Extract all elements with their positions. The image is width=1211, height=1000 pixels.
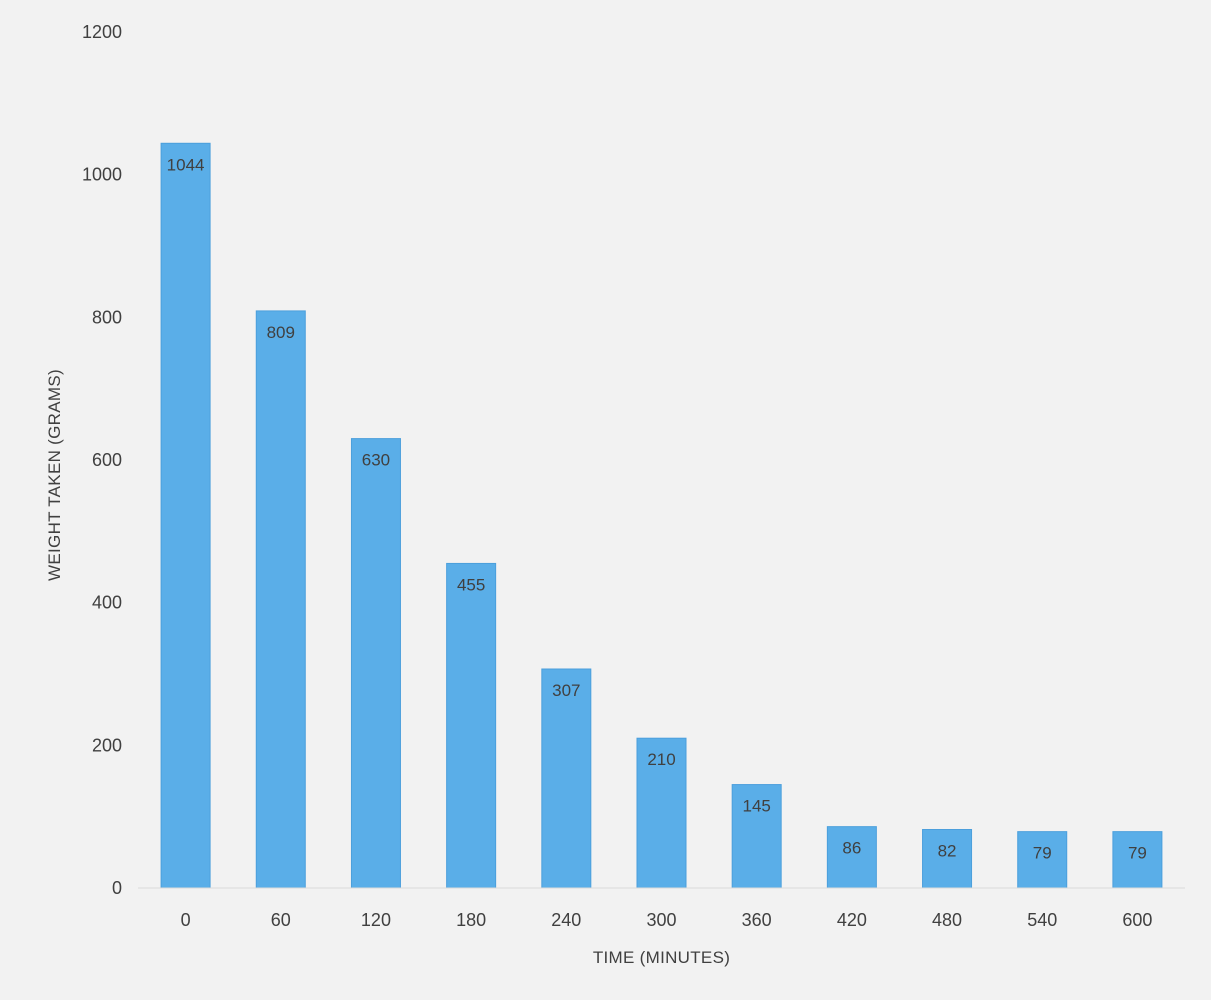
y-tick-label: 600 bbox=[92, 450, 122, 470]
bar-data-label: 86 bbox=[842, 839, 861, 858]
bar bbox=[255, 310, 306, 889]
y-tick-label: 200 bbox=[92, 735, 122, 755]
bar bbox=[922, 829, 973, 889]
bar bbox=[1112, 831, 1163, 889]
bar bbox=[350, 438, 401, 889]
x-tick-label: 360 bbox=[742, 910, 772, 930]
y-tick-label: 1200 bbox=[82, 22, 122, 42]
bar-data-label: 79 bbox=[1033, 844, 1052, 863]
bar-data-label: 630 bbox=[362, 451, 390, 470]
x-tick-label: 540 bbox=[1027, 910, 1057, 930]
x-axis-ticks: 0 60 120 180 240 300 360 420 480 540 600 bbox=[181, 910, 1153, 930]
bar-data-label: 809 bbox=[267, 323, 295, 342]
y-tick-label: 400 bbox=[92, 593, 122, 613]
y-tick-label: 1000 bbox=[82, 165, 122, 185]
y-tick-label: 800 bbox=[92, 307, 122, 327]
x-tick-label: 600 bbox=[1122, 910, 1152, 930]
x-tick-label: 180 bbox=[456, 910, 486, 930]
bar-data-label: 307 bbox=[552, 681, 580, 700]
bar bbox=[160, 142, 211, 889]
x-tick-label: 420 bbox=[837, 910, 867, 930]
bar bbox=[446, 562, 497, 889]
bar bbox=[731, 784, 782, 889]
bar-data-label: 210 bbox=[647, 750, 675, 769]
x-tick-label: 0 bbox=[181, 910, 191, 930]
bar bbox=[636, 737, 687, 889]
bar-data-label: 1044 bbox=[167, 155, 205, 174]
y-axis-title: WEIGHT TAKEN (GRAMS) bbox=[45, 369, 64, 581]
x-axis-title: TIME (MINUTES) bbox=[593, 948, 730, 967]
bar-data-label: 82 bbox=[938, 842, 957, 861]
bar-series: 1044 809 630 455 307 210 145 86 82 79 79 bbox=[160, 142, 1163, 889]
y-axis-ticks: 0 200 400 600 800 1000 1200 bbox=[82, 22, 122, 898]
x-tick-label: 300 bbox=[646, 910, 676, 930]
bar-data-label: 145 bbox=[742, 797, 770, 816]
x-tick-label: 480 bbox=[932, 910, 962, 930]
bar bbox=[541, 668, 592, 889]
bar-data-label: 455 bbox=[457, 575, 485, 594]
y-tick-label: 0 bbox=[112, 878, 122, 898]
bar bbox=[826, 826, 877, 889]
x-tick-label: 240 bbox=[551, 910, 581, 930]
bar-data-label: 79 bbox=[1128, 844, 1147, 863]
x-tick-label: 120 bbox=[361, 910, 391, 930]
x-tick-label: 60 bbox=[271, 910, 291, 930]
